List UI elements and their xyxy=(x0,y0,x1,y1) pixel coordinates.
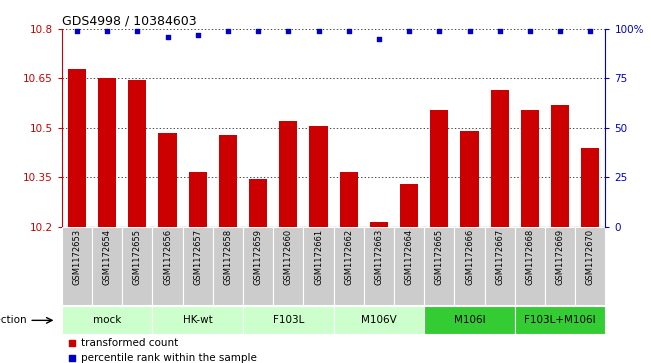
Text: GSM1172656: GSM1172656 xyxy=(163,229,172,285)
Point xyxy=(344,28,354,34)
Point xyxy=(585,28,596,34)
Text: GSM1172663: GSM1172663 xyxy=(374,229,383,285)
Bar xyxy=(484,227,515,305)
Bar xyxy=(551,105,569,227)
Point xyxy=(66,355,77,360)
Bar xyxy=(333,227,364,305)
Point xyxy=(283,28,294,34)
Point xyxy=(555,28,565,34)
Text: GSM1172670: GSM1172670 xyxy=(586,229,595,285)
Bar xyxy=(219,135,237,227)
Text: M106V: M106V xyxy=(361,315,397,325)
Bar xyxy=(213,227,243,305)
Point xyxy=(434,28,445,34)
Bar xyxy=(364,227,394,305)
Point xyxy=(374,36,384,42)
Text: GSM1172665: GSM1172665 xyxy=(435,229,444,285)
Bar xyxy=(62,306,152,334)
Bar xyxy=(152,306,243,334)
Bar xyxy=(424,306,515,334)
Bar xyxy=(68,69,86,227)
Text: GSM1172654: GSM1172654 xyxy=(103,229,111,285)
Point xyxy=(313,28,324,34)
Bar xyxy=(249,179,267,227)
Text: GSM1172653: GSM1172653 xyxy=(72,229,81,285)
Bar xyxy=(62,227,92,305)
Point xyxy=(253,28,264,34)
Bar xyxy=(122,227,152,305)
Bar xyxy=(333,306,424,334)
Text: GSM1172666: GSM1172666 xyxy=(465,229,474,285)
Text: GSM1172664: GSM1172664 xyxy=(405,229,413,285)
Bar xyxy=(515,227,545,305)
Bar xyxy=(158,133,176,227)
Point xyxy=(464,28,475,34)
Text: percentile rank within the sample: percentile rank within the sample xyxy=(81,352,256,363)
Text: GSM1172658: GSM1172658 xyxy=(223,229,232,285)
Text: infection: infection xyxy=(0,315,27,325)
Bar xyxy=(575,227,605,305)
Bar xyxy=(430,110,449,227)
Bar xyxy=(189,172,207,227)
Bar xyxy=(545,227,575,305)
Text: GSM1172667: GSM1172667 xyxy=(495,229,505,285)
Bar xyxy=(279,121,298,227)
Bar xyxy=(273,227,303,305)
Text: GSM1172655: GSM1172655 xyxy=(133,229,142,285)
Point xyxy=(162,34,173,40)
Point xyxy=(193,32,203,38)
Bar xyxy=(521,110,539,227)
Text: GSM1172669: GSM1172669 xyxy=(556,229,564,285)
Bar xyxy=(152,227,183,305)
Text: transformed count: transformed count xyxy=(81,338,178,348)
Bar xyxy=(128,80,146,227)
Point xyxy=(495,28,505,34)
Text: GSM1172659: GSM1172659 xyxy=(254,229,262,285)
Point xyxy=(525,28,535,34)
Text: F103L: F103L xyxy=(273,315,304,325)
Bar xyxy=(454,227,484,305)
Bar xyxy=(309,126,327,227)
Text: GSM1172657: GSM1172657 xyxy=(193,229,202,285)
Bar xyxy=(98,78,116,227)
Text: GSM1172668: GSM1172668 xyxy=(525,229,534,285)
Bar xyxy=(394,227,424,305)
Text: GSM1172660: GSM1172660 xyxy=(284,229,293,285)
Bar xyxy=(460,131,478,227)
Bar xyxy=(581,148,600,227)
Point xyxy=(102,28,113,34)
Bar xyxy=(424,227,454,305)
Bar xyxy=(243,306,333,334)
Text: mock: mock xyxy=(93,315,121,325)
Bar xyxy=(303,227,333,305)
Bar xyxy=(92,227,122,305)
Bar xyxy=(400,184,418,227)
Bar xyxy=(243,227,273,305)
Point xyxy=(72,28,82,34)
Text: F103L+M106I: F103L+M106I xyxy=(524,315,596,325)
Point xyxy=(132,28,143,34)
Point xyxy=(223,28,233,34)
Bar xyxy=(370,222,388,227)
Bar xyxy=(183,227,213,305)
Text: GDS4998 / 10384603: GDS4998 / 10384603 xyxy=(62,15,197,28)
Point xyxy=(66,340,77,346)
Bar xyxy=(515,306,605,334)
Text: HK-wt: HK-wt xyxy=(183,315,213,325)
Text: GSM1172661: GSM1172661 xyxy=(314,229,323,285)
Bar xyxy=(491,90,509,227)
Text: M106I: M106I xyxy=(454,315,486,325)
Bar xyxy=(340,172,358,227)
Point xyxy=(404,28,414,34)
Text: GSM1172662: GSM1172662 xyxy=(344,229,353,285)
